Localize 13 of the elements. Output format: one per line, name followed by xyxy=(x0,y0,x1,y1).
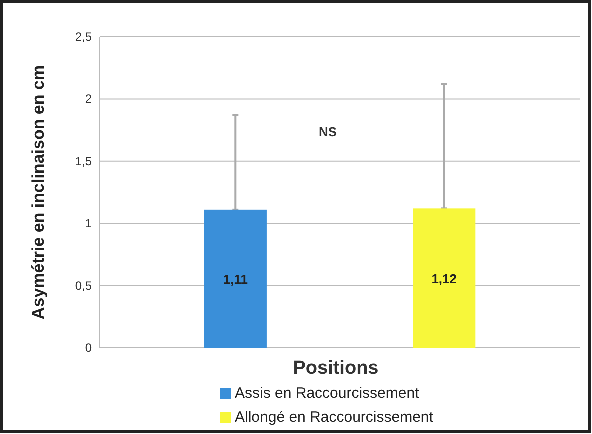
y-tick-label: 0 xyxy=(85,341,92,355)
y-tick-label: 2 xyxy=(85,92,92,106)
data-label: 1,12 xyxy=(432,271,458,286)
y-tick-label: 1,5 xyxy=(75,154,92,168)
x-axis-title: Positions xyxy=(293,358,379,379)
legend-label: Allongé en Raccourcissement xyxy=(235,409,434,426)
data-label: 1,11 xyxy=(223,272,248,287)
legend-label: Assis en Raccourcissement xyxy=(235,385,420,402)
y-tick-label: 2,5 xyxy=(75,30,92,44)
y-tick-label: 1 xyxy=(85,216,92,231)
y-axis-title: Asymétrie en inclinaison en cm xyxy=(29,65,48,320)
y-tick-label: 0,5 xyxy=(75,278,92,293)
annotation: NS xyxy=(318,124,338,140)
